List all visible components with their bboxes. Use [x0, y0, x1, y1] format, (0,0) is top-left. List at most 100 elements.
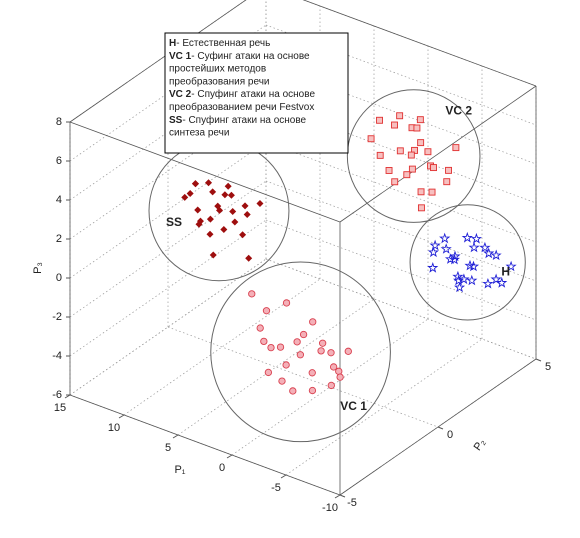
- point: [296, 351, 305, 359]
- point: [482, 277, 494, 289]
- point: [278, 377, 286, 385]
- point: [417, 139, 425, 147]
- z-tick-label: -6: [52, 389, 62, 401]
- point: [443, 178, 451, 186]
- grid-line: [167, 326, 439, 428]
- legend-name: H: [169, 38, 176, 49]
- grid-line: [265, 219, 537, 321]
- cluster-ring: [409, 204, 526, 321]
- point: [308, 386, 317, 395]
- legend-entry: VC 1- Суфинг атаки на основе: [169, 50, 310, 62]
- y-axis-label: P₂: [472, 437, 488, 453]
- x-tick-label: -5: [271, 482, 281, 494]
- legend-text: синтеза речи: [169, 128, 229, 139]
- axes-box: [69, 0, 537, 496]
- point: [206, 230, 214, 238]
- point: [229, 207, 237, 215]
- point: [299, 330, 308, 339]
- cluster-label: VC 1: [340, 399, 367, 413]
- cluster-label: VC 2: [445, 103, 472, 117]
- legend-entry: H- Естественная речь: [169, 38, 270, 49]
- grid-line: [69, 180, 267, 318]
- point: [267, 343, 275, 352]
- point: [385, 167, 393, 174]
- point: [243, 210, 251, 218]
- point: [396, 147, 404, 155]
- x-tick: [280, 474, 287, 479]
- x-tick: [226, 454, 233, 459]
- point: [416, 116, 424, 124]
- point: [231, 218, 239, 226]
- legend-name: SS: [169, 115, 183, 126]
- point: [458, 273, 470, 285]
- point: [256, 324, 264, 332]
- point: [391, 178, 399, 186]
- point: [408, 165, 416, 173]
- point: [264, 368, 273, 377]
- point: [209, 188, 217, 196]
- z-tick-label: 6: [56, 155, 62, 167]
- z-tick-label: 8: [56, 116, 62, 128]
- axis-edge: [69, 121, 341, 223]
- y-tick-label: 5: [545, 361, 551, 373]
- series: [248, 290, 352, 395]
- z-tick-label: -2: [52, 311, 62, 323]
- point: [181, 193, 189, 201]
- legend-entry: VC 2- Спуфинг атаки на основе: [169, 88, 315, 100]
- ticks: -10 -5 0 5 10 15 -5 0 5 -6 -4 -2 0 2 4 6 8 P₁ P₂ P₃: [32, 116, 551, 514]
- point: [445, 166, 452, 174]
- axis-edge: [69, 394, 341, 496]
- legend-text: преобразованием речи Festvox: [169, 101, 314, 113]
- point: [461, 231, 473, 243]
- point: [448, 253, 460, 265]
- point: [262, 307, 271, 315]
- point: [194, 206, 202, 214]
- legend-text: - Суфинг атаки на основе: [191, 50, 310, 62]
- point: [276, 343, 285, 351]
- z-axis-label: P₃: [32, 262, 44, 274]
- cluster-ring: [210, 261, 391, 443]
- grid-line: [265, 258, 537, 360]
- point: [449, 250, 461, 262]
- point: [468, 241, 480, 253]
- point: [186, 189, 194, 197]
- point: [318, 339, 327, 347]
- point: [282, 299, 291, 307]
- point: [391, 121, 398, 129]
- z-tick-label: 0: [56, 272, 62, 284]
- point: [344, 347, 352, 355]
- point: [490, 273, 502, 285]
- point: [396, 112, 404, 120]
- point: [209, 251, 217, 259]
- cluster-label: H: [501, 265, 510, 279]
- series: [427, 231, 517, 293]
- legend-text: простейших методов: [169, 64, 266, 75]
- point: [289, 387, 297, 395]
- axis-edge: [302, 0, 537, 87]
- cluster-label: SS: [166, 215, 182, 229]
- point: [221, 191, 229, 199]
- point: [248, 290, 256, 298]
- axis-edge: [339, 85, 537, 223]
- point: [329, 363, 338, 371]
- point: [490, 249, 502, 261]
- point: [260, 337, 268, 346]
- y-tick-label: 0: [447, 429, 453, 441]
- x-tick: [118, 414, 125, 419]
- point: [224, 182, 232, 190]
- y-tick: [339, 494, 346, 498]
- series: [367, 112, 460, 212]
- grid-line: [265, 180, 537, 282]
- point: [192, 180, 200, 188]
- x-tick-label: 5: [165, 442, 171, 454]
- point: [239, 231, 247, 239]
- point: [196, 217, 204, 225]
- point: [205, 179, 213, 187]
- point: [467, 260, 480, 272]
- point: [327, 381, 335, 390]
- point: [427, 261, 439, 273]
- grid-line: [285, 338, 483, 476]
- grid-line: [69, 219, 267, 357]
- point: [256, 199, 264, 207]
- point: [317, 347, 325, 355]
